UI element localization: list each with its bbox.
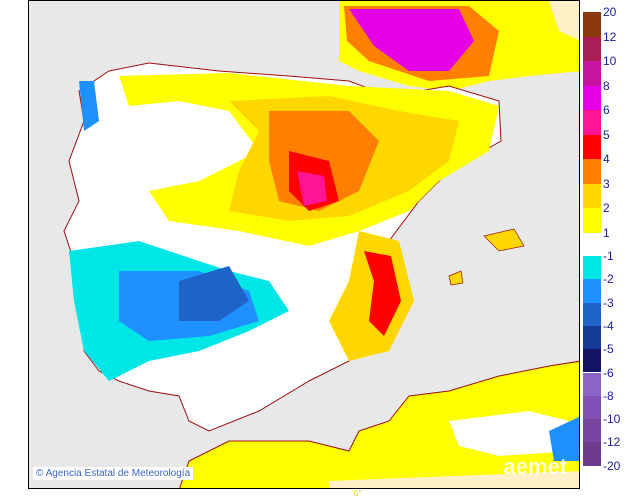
legend-swatch [583,395,601,420]
sahara-band [329,471,579,488]
legend-label: -3 [603,295,614,310]
legend-swatch [583,442,601,466]
legend-swatch [583,279,601,303]
africa-region [179,360,579,488]
legend-label: 12 [603,29,617,44]
france-hot-core [349,9,474,71]
legend-swatch [583,36,601,61]
legend-label: 3 [603,176,610,191]
legend-swatch [583,12,601,37]
legend-label: -20 [603,458,621,473]
southwest-darkblue [179,266,249,321]
legend-label: -1 [603,249,614,263]
legend-label: -8 [603,388,614,403]
legend-label: 20 [603,5,617,19]
legend-label: 8 [603,78,610,93]
legend-label: 1 [603,225,610,240]
map-canvas [63,1,579,488]
brand-watermark: aemet [503,454,567,479]
bay-region [549,1,579,41]
legend-swatch [583,61,601,86]
balearic-islands [448,228,525,286]
credit-text: Agencia Estatal de Meteorología [45,468,191,479]
longitude-label: 0° [354,489,362,498]
northwest-cool [79,81,99,131]
legend-label: -4 [603,318,614,333]
legend-swatch [583,183,601,208]
legend-label: 5 [603,127,610,142]
central-pink [297,171,327,206]
legend-label: -12 [603,435,621,450]
east-red [364,251,401,336]
legend-swatch [583,208,601,233]
legend-label: -5 [603,342,614,357]
legend-label: 6 [603,103,610,117]
legend-swatch [583,349,601,373]
legend-swatch [583,159,601,184]
east-warm [329,231,414,361]
legend-swatch [583,419,601,443]
legend-swatch [583,372,601,396]
legend-label: 10 [603,54,617,68]
copyright-icon: © [36,468,44,479]
legend-label: -6 [603,365,614,380]
legend-swatch [583,110,601,135]
legend-swatch [583,302,601,326]
legend-label: 2 [603,201,610,215]
africa-white [449,411,574,456]
agency-credit: © Agencia Estatal de Meteorología [33,467,194,480]
legend-swatch [583,256,601,280]
legend-label: -2 [603,272,614,287]
legend-swatch [583,134,601,159]
legend-label: -10 [603,412,621,427]
africa-cool [549,416,579,461]
legend-swatch [583,325,601,350]
anomaly-map: © Agencia Estatal de Meteorología aemet [28,0,580,489]
legend-swatch [583,85,601,110]
legend-label: 4 [603,152,610,166]
